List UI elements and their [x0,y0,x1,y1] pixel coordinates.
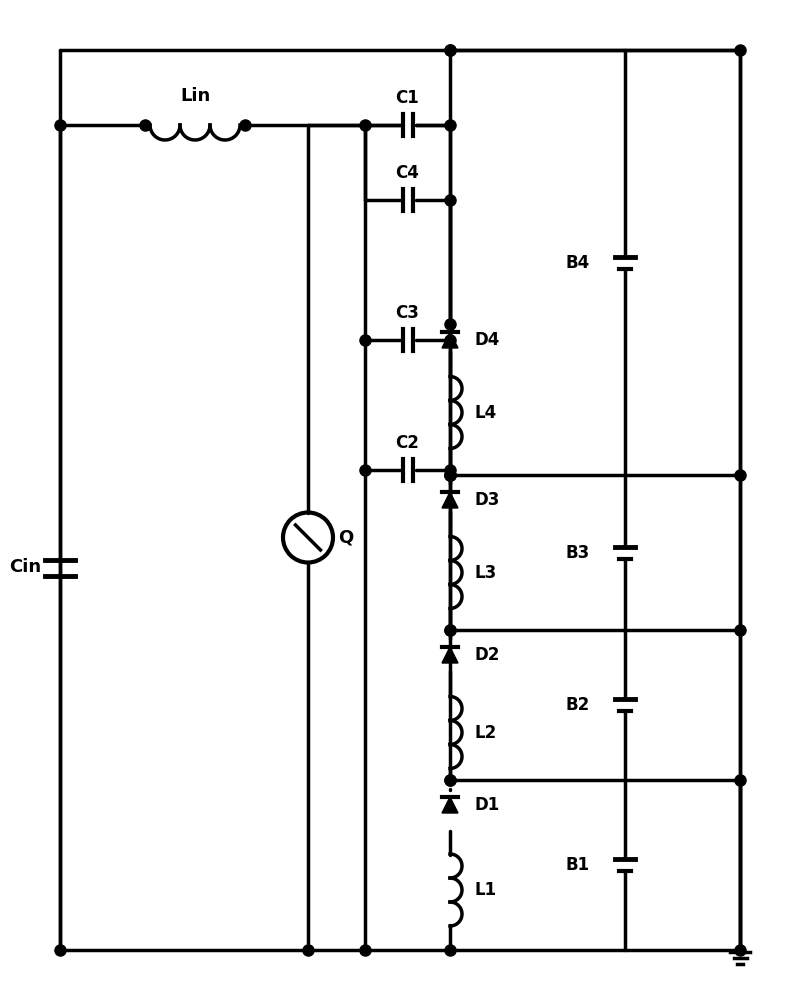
Text: L3: L3 [475,564,497,582]
Polygon shape [442,797,458,813]
Polygon shape [442,332,458,348]
Text: Cin: Cin [9,558,41,576]
Text: B4: B4 [566,253,590,271]
Text: B3: B3 [566,544,590,562]
Text: D1: D1 [475,796,500,814]
Text: C2: C2 [396,434,419,452]
Text: C4: C4 [396,164,419,182]
Text: D3: D3 [475,491,500,509]
Text: Q: Q [338,528,353,546]
Text: D4: D4 [475,331,500,349]
Text: B2: B2 [566,696,590,714]
Text: C3: C3 [396,304,419,322]
Text: L4: L4 [475,403,497,422]
Text: C1: C1 [396,89,419,107]
Text: D2: D2 [475,646,500,664]
Text: L2: L2 [475,724,497,742]
Text: Lin: Lin [180,87,210,105]
Polygon shape [442,647,458,663]
Polygon shape [442,492,458,508]
Text: B1: B1 [566,856,590,874]
Text: L1: L1 [475,881,497,899]
